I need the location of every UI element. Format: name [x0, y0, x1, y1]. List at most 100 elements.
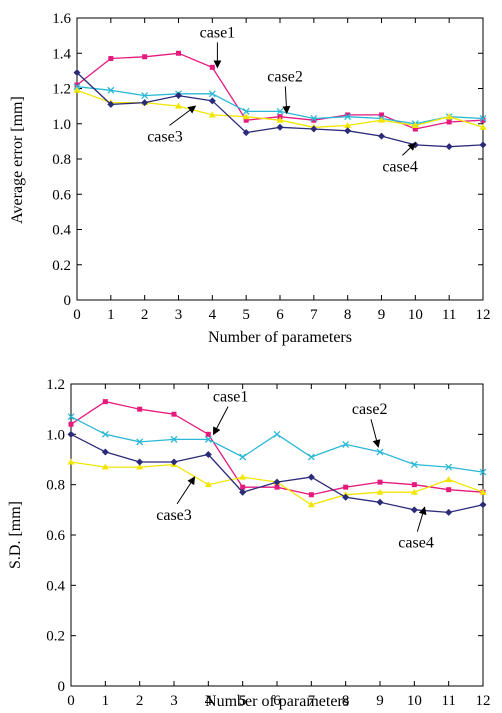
- data-point-case4: [175, 92, 182, 100]
- x-tick-label: 7: [310, 307, 318, 323]
- data-point-case1: [412, 126, 418, 132]
- data-point-case2: [107, 86, 115, 94]
- data-point-case1: [205, 431, 211, 437]
- x-tick-label: 6: [276, 307, 284, 323]
- data-point-case3: [73, 86, 81, 93]
- series-case1: [74, 50, 486, 132]
- data-point-case1: [171, 411, 177, 417]
- series-line-case4: [70, 433, 484, 514]
- data-point-case1: [240, 484, 246, 490]
- data-point-case2: [101, 430, 109, 438]
- data-point-case3: [376, 488, 384, 495]
- data-point-case4: [136, 458, 144, 466]
- data-point-case3: [307, 501, 315, 508]
- y-tick-label: 1.6: [52, 11, 71, 27]
- data-point-case4: [73, 69, 81, 77]
- data-point-case4: [107, 100, 115, 108]
- y-tick-label: 0.8: [46, 478, 65, 494]
- x-tick-label: 4: [209, 307, 217, 323]
- data-point-case1: [209, 64, 215, 70]
- series-case4: [67, 430, 487, 516]
- annotation-label-case4: case4: [398, 535, 434, 552]
- y-tick-label: 1.4: [52, 46, 71, 62]
- data-point-case4: [204, 450, 212, 458]
- x-tick-label: 9: [376, 693, 384, 709]
- data-point-case2: [479, 115, 487, 122]
- data-point-case2: [310, 115, 318, 122]
- annotation-label-case2: case2: [267, 68, 303, 85]
- y-tick-label: 0.2: [52, 258, 71, 274]
- data-point-case2: [307, 453, 315, 461]
- x-tick-label: 1: [102, 693, 110, 709]
- x-tick-label: 8: [344, 307, 352, 323]
- data-point-case2: [342, 440, 350, 448]
- data-point-case1: [68, 421, 74, 427]
- data-point-case4: [276, 123, 284, 131]
- data-point-case1: [142, 54, 148, 60]
- data-point-case4: [344, 127, 352, 135]
- annotation-label-case1: case1: [200, 24, 236, 41]
- y-tick-label: 0.6: [52, 187, 71, 203]
- x-tick-label: 2: [136, 693, 144, 709]
- data-point-case4: [273, 478, 281, 486]
- data-point-case1: [345, 112, 351, 118]
- y-axis-label: S.D. [mm]: [7, 501, 24, 569]
- data-point-case1: [377, 479, 383, 485]
- data-point-case2: [410, 461, 418, 468]
- x-tick-label: 0: [67, 693, 75, 709]
- data-point-case3: [204, 481, 212, 488]
- data-point-case3: [136, 463, 144, 470]
- data-point-case3: [175, 102, 182, 109]
- data-point-case4: [376, 498, 384, 506]
- data-point-case2: [170, 435, 178, 443]
- chart-panel-2: 00.20.40.60.81.01.20 1 2 3 4 5 6 7 8 9 10 11 12Numbe…: [7, 377, 491, 710]
- data-point-case1: [411, 482, 417, 488]
- annotation-arrow-case2: [282, 86, 291, 115]
- data-point-case3: [101, 463, 109, 470]
- plot-frame: [76, 17, 484, 301]
- annotation-label-case2: case2: [352, 401, 388, 418]
- y-tick-label: 1.2: [52, 82, 71, 98]
- data-point-case1: [108, 56, 114, 62]
- data-point-case2: [376, 448, 384, 456]
- series-case2: [67, 413, 487, 476]
- x-tick-label: 5: [242, 307, 250, 323]
- data-point-case1: [379, 112, 384, 118]
- data-point-case4: [239, 488, 247, 496]
- x-tick-label: 2: [141, 307, 149, 323]
- x-tick-label: 6: [273, 693, 281, 709]
- annotation-label-case1: case1: [213, 389, 249, 406]
- data-point-case4: [307, 473, 315, 481]
- annotation-label-case3: case3: [147, 128, 183, 145]
- data-point-case2: [445, 463, 453, 471]
- data-point-case4: [101, 448, 109, 456]
- y-tick-label: 0.4: [46, 578, 65, 594]
- data-point-case3: [479, 123, 487, 130]
- data-point-case3: [479, 488, 487, 495]
- data-point-case4: [208, 97, 216, 105]
- data-point-case3: [411, 122, 419, 129]
- x-tick-label: 7: [308, 693, 316, 709]
- data-point-case2: [479, 468, 487, 476]
- chart-panel-1: 00.20.40.60.81.01.21.41.60 1 2 3 4 5 6 7 8 9 10 11 1…: [9, 11, 491, 346]
- data-point-case3: [242, 113, 250, 120]
- data-point-case3: [276, 116, 284, 123]
- data-point-case4: [342, 493, 350, 501]
- data-point-case1: [311, 117, 317, 123]
- data-point-case1: [137, 406, 143, 412]
- x-tick-label: 10: [408, 307, 423, 323]
- data-point-case4: [445, 508, 453, 516]
- annotation-label-case4: case4: [382, 158, 418, 175]
- data-point-case3: [410, 488, 418, 495]
- data-point-case2: [141, 92, 149, 100]
- data-point-case1: [446, 119, 452, 125]
- annotation-label-case3: case3: [156, 507, 192, 524]
- data-point-case3: [208, 111, 216, 118]
- annotation-arrow-case1: [213, 406, 229, 436]
- annotation-arrow-case4: [402, 142, 417, 156]
- data-point-case2: [208, 90, 216, 98]
- data-point-case2: [67, 413, 75, 421]
- data-point-case3: [239, 473, 247, 480]
- annotation-arrow-case3: [176, 476, 196, 505]
